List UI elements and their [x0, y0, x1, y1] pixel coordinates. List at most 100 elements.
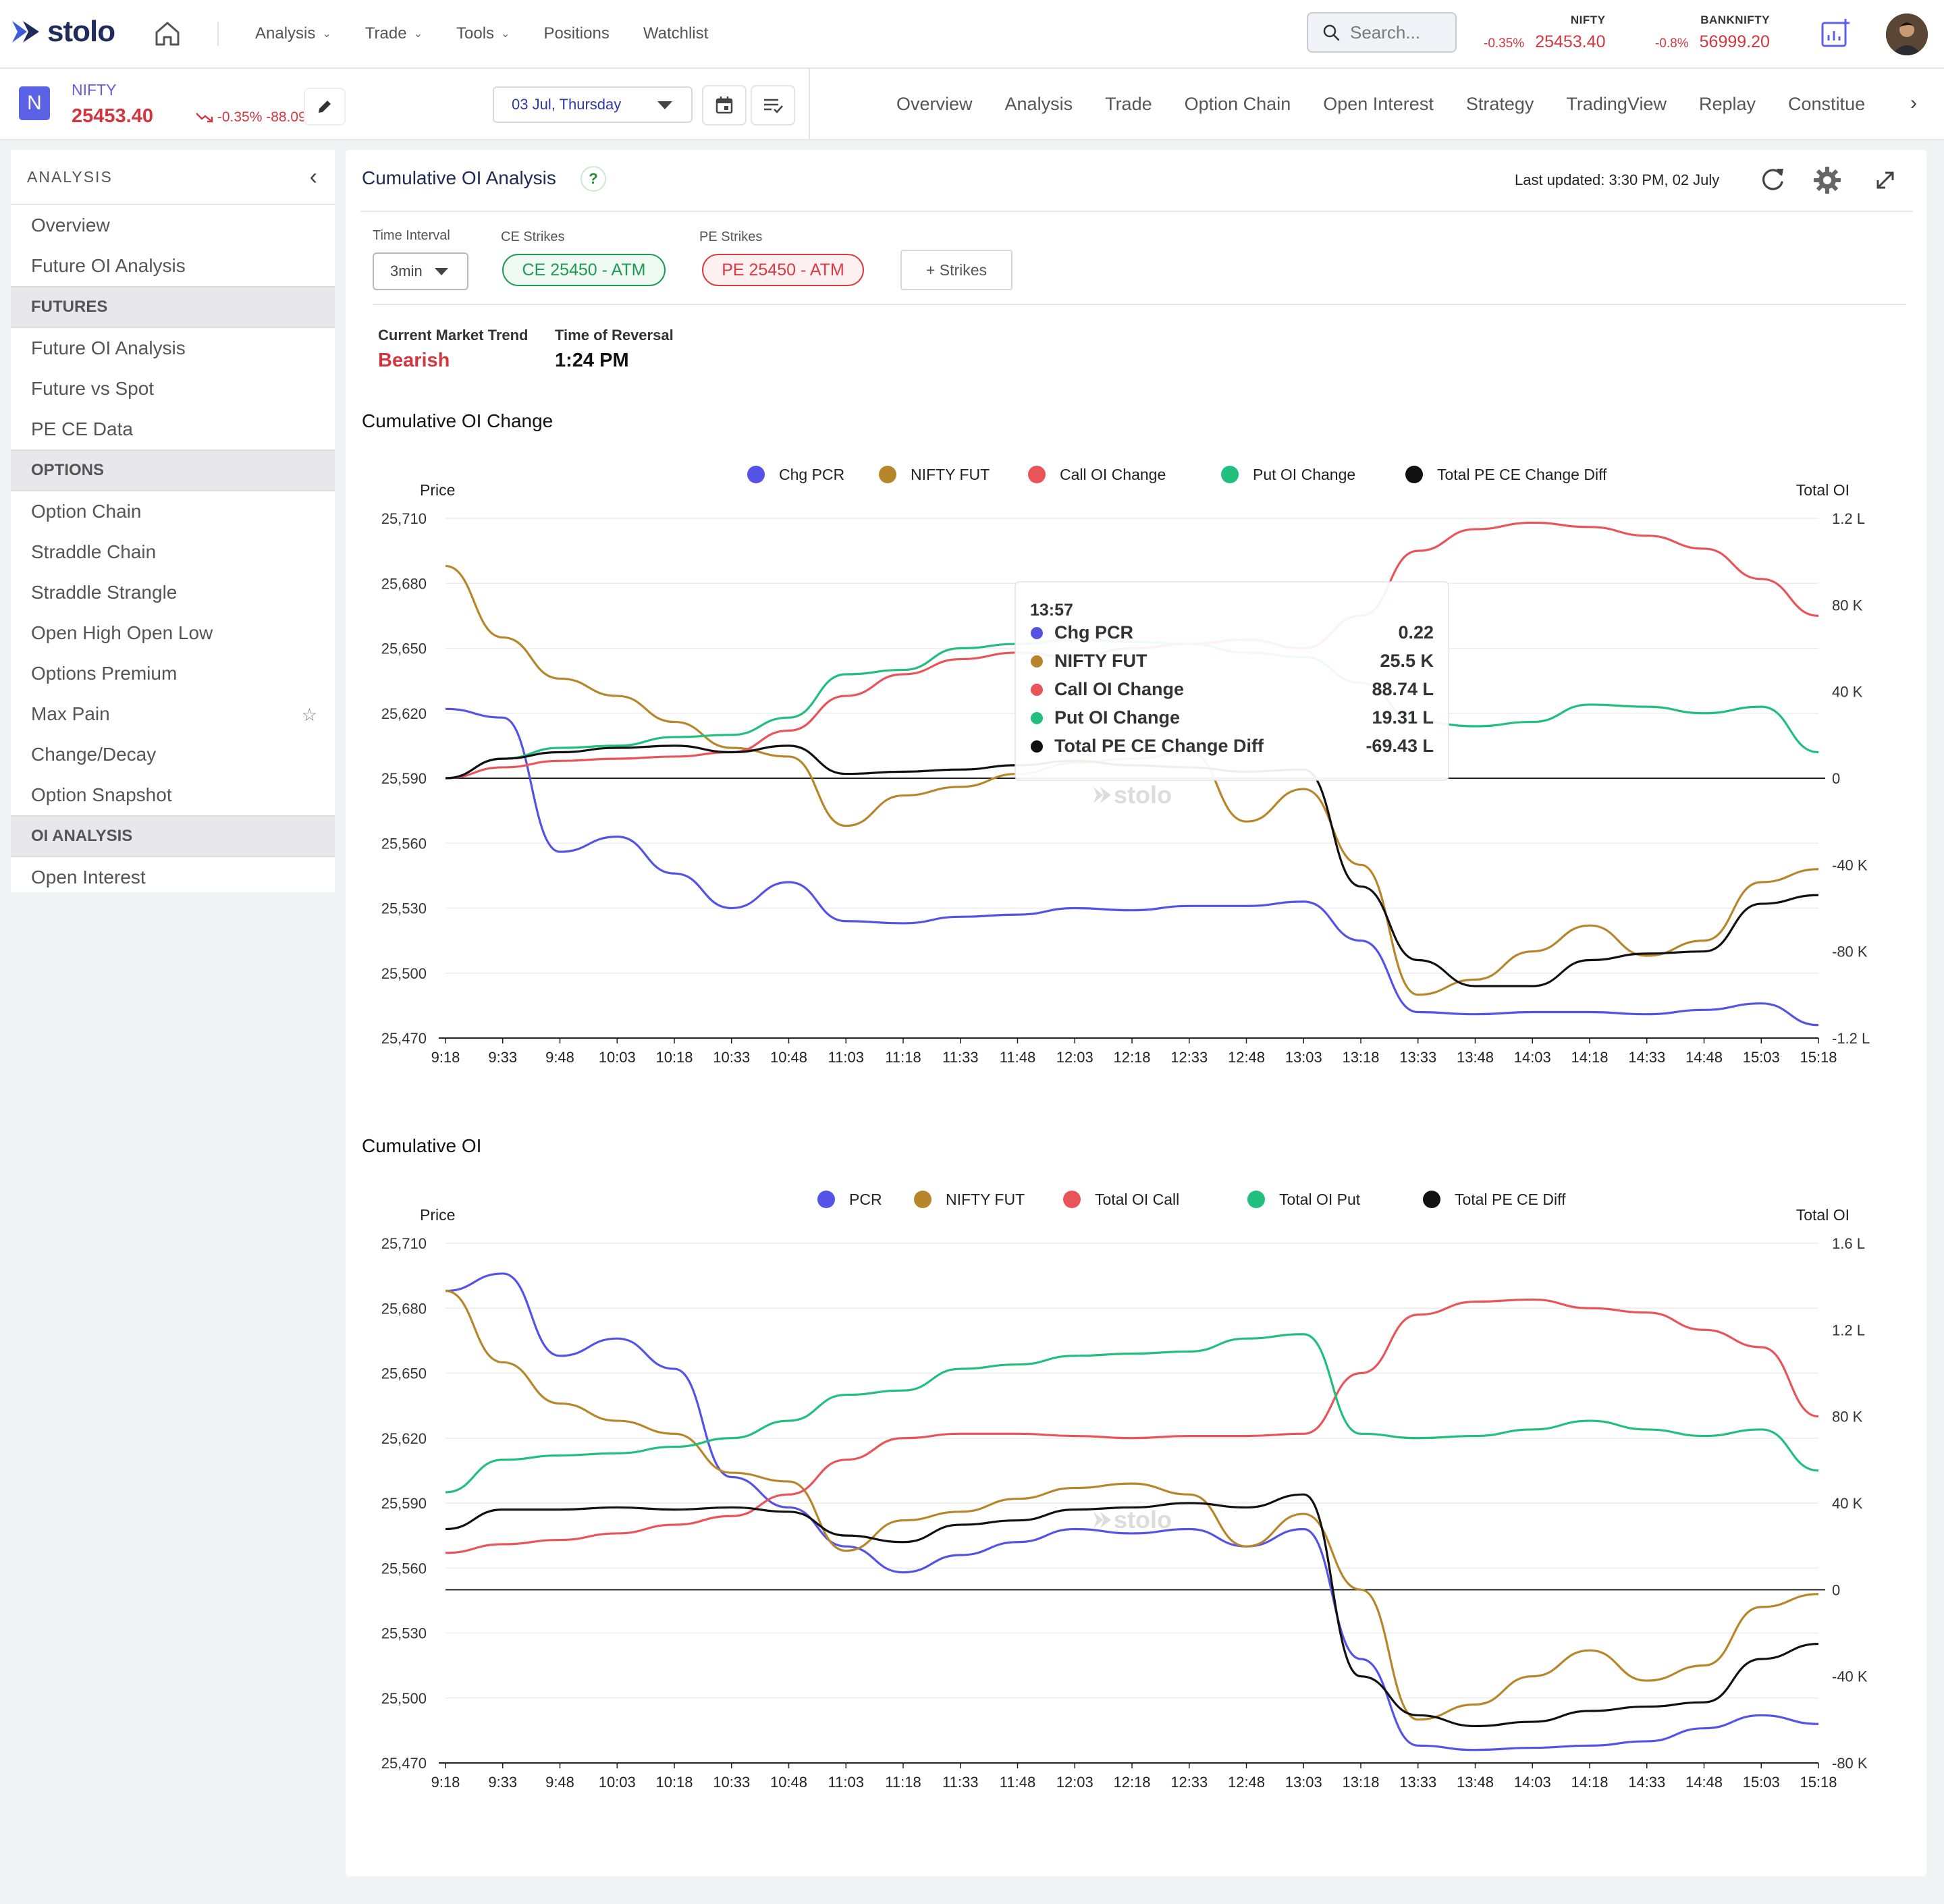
- sidebar-item-label: Option Snapshot: [31, 784, 172, 805]
- sidebar-item[interactable]: Option Snapshot: [11, 775, 335, 815]
- interval-select[interactable]: 3min: [373, 252, 468, 290]
- list-filter-button[interactable]: [751, 85, 795, 126]
- brand-logo[interactable]: stolo: [12, 15, 115, 49]
- sidebar-item-label: Overview: [31, 215, 110, 236]
- last-updated: Last updated: 3:30 PM, 02 July: [1515, 171, 1720, 188]
- star-icon[interactable]: ☆: [301, 705, 317, 725]
- symbol-price: 25453.40: [72, 105, 153, 127]
- tab-replay[interactable]: Replay: [1698, 93, 1756, 114]
- trend-down-icon: [196, 113, 213, 123]
- nav-trade[interactable]: Trade ⌄: [365, 24, 423, 43]
- symbol-change-text: -0.35% -88.09: [217, 109, 306, 125]
- ce-strike-pill[interactable]: CE 25450 - ATM: [502, 254, 666, 286]
- sidebar-item-label: Max Pain: [31, 703, 110, 724]
- sidebar-item[interactable]: Options Premium: [11, 653, 335, 694]
- caret-down-icon: [435, 268, 448, 275]
- banknifty-ticker[interactable]: BANKNIFTY -0.8% 56999.20: [1655, 13, 1770, 52]
- top-navbar: stolo Analysis ⌄ Trade ⌄ Tools ⌄ Positions …: [0, 0, 1944, 69]
- sidebar-item-label: Open High Open Low: [31, 622, 213, 643]
- search-input[interactable]: Search...: [1307, 12, 1457, 53]
- list-filter-icon: [764, 99, 783, 113]
- sidebar-item-label: Open Interest: [31, 867, 146, 888]
- nav-watchlist[interactable]: Watchlist: [643, 24, 708, 43]
- page-title: Cumulative OI Analysis: [362, 167, 556, 188]
- nav-tools[interactable]: Tools ⌄: [456, 24, 510, 43]
- sidebar-item[interactable]: PE CE Data: [11, 409, 335, 450]
- chevron-down-icon: ⌄: [413, 28, 423, 40]
- sidebar-item-label: Future OI Analysis: [31, 255, 186, 276]
- chevron-down-icon: ⌄: [501, 28, 510, 40]
- logo-chevron-icon: [12, 21, 39, 43]
- sidebar-section-header: FUTURES: [11, 286, 335, 328]
- ticker-value: 25453.40: [1535, 32, 1606, 51]
- symbol-tabs: Overview Analysis Trade Option Chain Ope…: [896, 69, 1897, 139]
- ce-strikes-label: CE Strikes: [501, 229, 565, 244]
- tab-option-chain[interactable]: Option Chain: [1184, 93, 1291, 114]
- help-icon[interactable]: ?: [580, 166, 606, 192]
- tab-overview[interactable]: Overview: [896, 93, 973, 114]
- chart-add-icon[interactable]: [1820, 18, 1851, 49]
- gear-icon[interactable]: [1812, 165, 1843, 196]
- ticker-value: 56999.20: [1699, 32, 1770, 51]
- add-strikes-button[interactable]: + Strikes: [900, 250, 1013, 290]
- sidebar-item-label: Change/Decay: [31, 744, 157, 765]
- calendar-button[interactable]: [702, 85, 747, 126]
- search-placeholder: Search...: [1350, 22, 1421, 43]
- nifty-ticker[interactable]: NIFTY -0.35% 25453.40: [1484, 13, 1605, 52]
- expand-icon[interactable]: [1872, 167, 1898, 193]
- nav-positions[interactable]: Positions: [543, 24, 609, 43]
- sidebar-item-label: FUTURES: [31, 298, 108, 316]
- sidebar-title: ANALYSIS: [27, 167, 113, 186]
- sidebar-item[interactable]: Change/Decay: [11, 734, 335, 775]
- interval-label: Time Interval: [373, 228, 450, 243]
- ticker-change: -0.8%: [1655, 36, 1689, 51]
- tab-trade[interactable]: Trade: [1105, 93, 1152, 114]
- reversal-time-value: 1:24 PM: [555, 350, 629, 371]
- collapse-chevron-icon[interactable]: ‹: [309, 163, 317, 190]
- sidebar-item-label: PE CE Data: [31, 418, 133, 439]
- sidebar-item[interactable]: Future OI Analysis: [11, 246, 335, 286]
- reversal-time-label: Time of Reversal: [555, 327, 674, 344]
- tab-open-interest[interactable]: Open Interest: [1323, 93, 1434, 114]
- sidebar-item[interactable]: Straddle Strangle: [11, 572, 335, 613]
- home-icon[interactable]: [153, 19, 182, 49]
- ticker-name: NIFTY: [1570, 13, 1606, 26]
- symbol-badge: N: [19, 86, 50, 120]
- pencil-icon: [319, 101, 331, 113]
- date-select[interactable]: 03 Jul, Thursday: [493, 86, 693, 123]
- refresh-icon[interactable]: [1758, 165, 1787, 194]
- nav-analysis[interactable]: Analysis ⌄: [255, 24, 331, 43]
- sidebar-item[interactable]: Future OI Analysis: [11, 328, 335, 369]
- tabs-next-chevron-icon[interactable]: ›: [1910, 92, 1917, 114]
- nav-watchlist-label: Watchlist: [643, 24, 709, 43]
- tab-tradingview[interactable]: TradingView: [1566, 93, 1667, 114]
- sidebar-item[interactable]: Max Pain ☆: [11, 694, 335, 734]
- market-trend-value: Bearish: [378, 350, 450, 371]
- sidebar-item[interactable]: Future vs Spot: [11, 369, 335, 409]
- sidebar-item-label: Future vs Spot: [31, 378, 155, 399]
- sidebar-item[interactable]: Option Chain: [11, 491, 335, 532]
- tab-constituents[interactable]: Constitue: [1788, 93, 1866, 114]
- user-avatar[interactable]: [1886, 13, 1928, 55]
- sidebar-item[interactable]: Open Interest: [11, 857, 335, 892]
- chart1-title: Cumulative OI Change: [362, 410, 554, 431]
- sidebar-header: ANALYSIS ‹: [11, 150, 335, 205]
- edit-symbol-button[interactable]: [304, 88, 346, 126]
- filters-divider: [373, 304, 1906, 305]
- sidebar-item[interactable]: Overview: [11, 205, 335, 246]
- analysis-sidebar: ANALYSIS ‹ Overview Future OI Analysis FUT…: [11, 150, 335, 892]
- header-divider: [360, 211, 1913, 212]
- symbol-name[interactable]: NIFTY: [72, 81, 117, 99]
- sidebar-item-label: Straddle Strangle: [31, 582, 178, 603]
- sidebar-item-label: Future OI Analysis: [31, 337, 186, 358]
- nav-trade-label: Trade: [364, 24, 407, 43]
- tab-analysis[interactable]: Analysis: [1004, 93, 1073, 114]
- sidebar-item[interactable]: Open High Open Low: [11, 613, 335, 653]
- interval-value: 3min: [390, 263, 423, 279]
- sidebar-item[interactable]: Straddle Chain: [11, 532, 335, 572]
- pe-strike-pill[interactable]: PE 25450 - ATM: [702, 254, 864, 286]
- tab-strategy[interactable]: Strategy: [1465, 93, 1534, 114]
- nav-positions-label: Positions: [543, 24, 610, 43]
- symbol-change: -0.35% -88.09: [196, 109, 306, 126]
- main-panel: Cumulative OI Analysis ? Last updated: 3…: [346, 150, 1926, 1876]
